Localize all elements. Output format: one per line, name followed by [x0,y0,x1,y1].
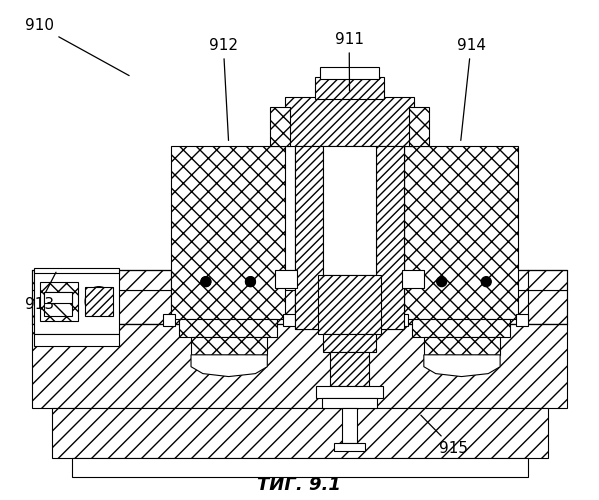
Text: ΤИГ. 9.1: ΤИГ. 9.1 [257,476,341,494]
Bar [35,268,119,272]
Bar [320,67,379,79]
Text: 912: 912 [209,38,238,140]
Bar [35,334,119,346]
Bar [295,146,323,329]
Bar [412,319,510,337]
Bar [40,282,78,321]
Text: 913: 913 [25,272,56,312]
Bar [85,286,113,316]
Bar [52,408,547,458]
Bar [270,106,290,146]
Bar [72,458,528,477]
Bar [409,106,429,146]
Bar [32,324,567,408]
Polygon shape [32,290,567,324]
Bar [179,319,277,337]
Bar [404,146,518,319]
Bar [191,337,267,355]
Bar [171,146,285,319]
Polygon shape [389,270,567,289]
Bar [285,96,414,146]
Bar [424,337,500,355]
Bar [341,408,358,443]
Text: 911: 911 [335,32,364,91]
Circle shape [201,276,211,286]
Polygon shape [424,355,500,376]
Circle shape [246,276,255,286]
Bar [164,314,175,326]
Bar [329,352,370,386]
Bar [323,146,376,274]
Circle shape [482,276,491,286]
Bar [402,270,424,287]
Bar [295,146,404,329]
Bar [322,398,377,408]
Bar [376,146,404,329]
Bar [316,386,383,398]
Bar [44,292,72,316]
Polygon shape [32,270,221,289]
Text: 910: 910 [25,18,129,76]
Circle shape [437,276,447,286]
Bar [315,77,384,98]
Bar [44,292,72,304]
Bar [323,334,376,352]
Bar [318,274,381,334]
Polygon shape [191,355,267,376]
Bar [275,270,297,287]
Ellipse shape [85,286,113,316]
Text: 915: 915 [421,415,468,456]
Bar [396,314,408,326]
Bar [516,314,528,326]
Text: 914: 914 [456,38,486,140]
Bar [35,270,119,334]
Bar [334,443,365,450]
Bar [283,314,295,326]
